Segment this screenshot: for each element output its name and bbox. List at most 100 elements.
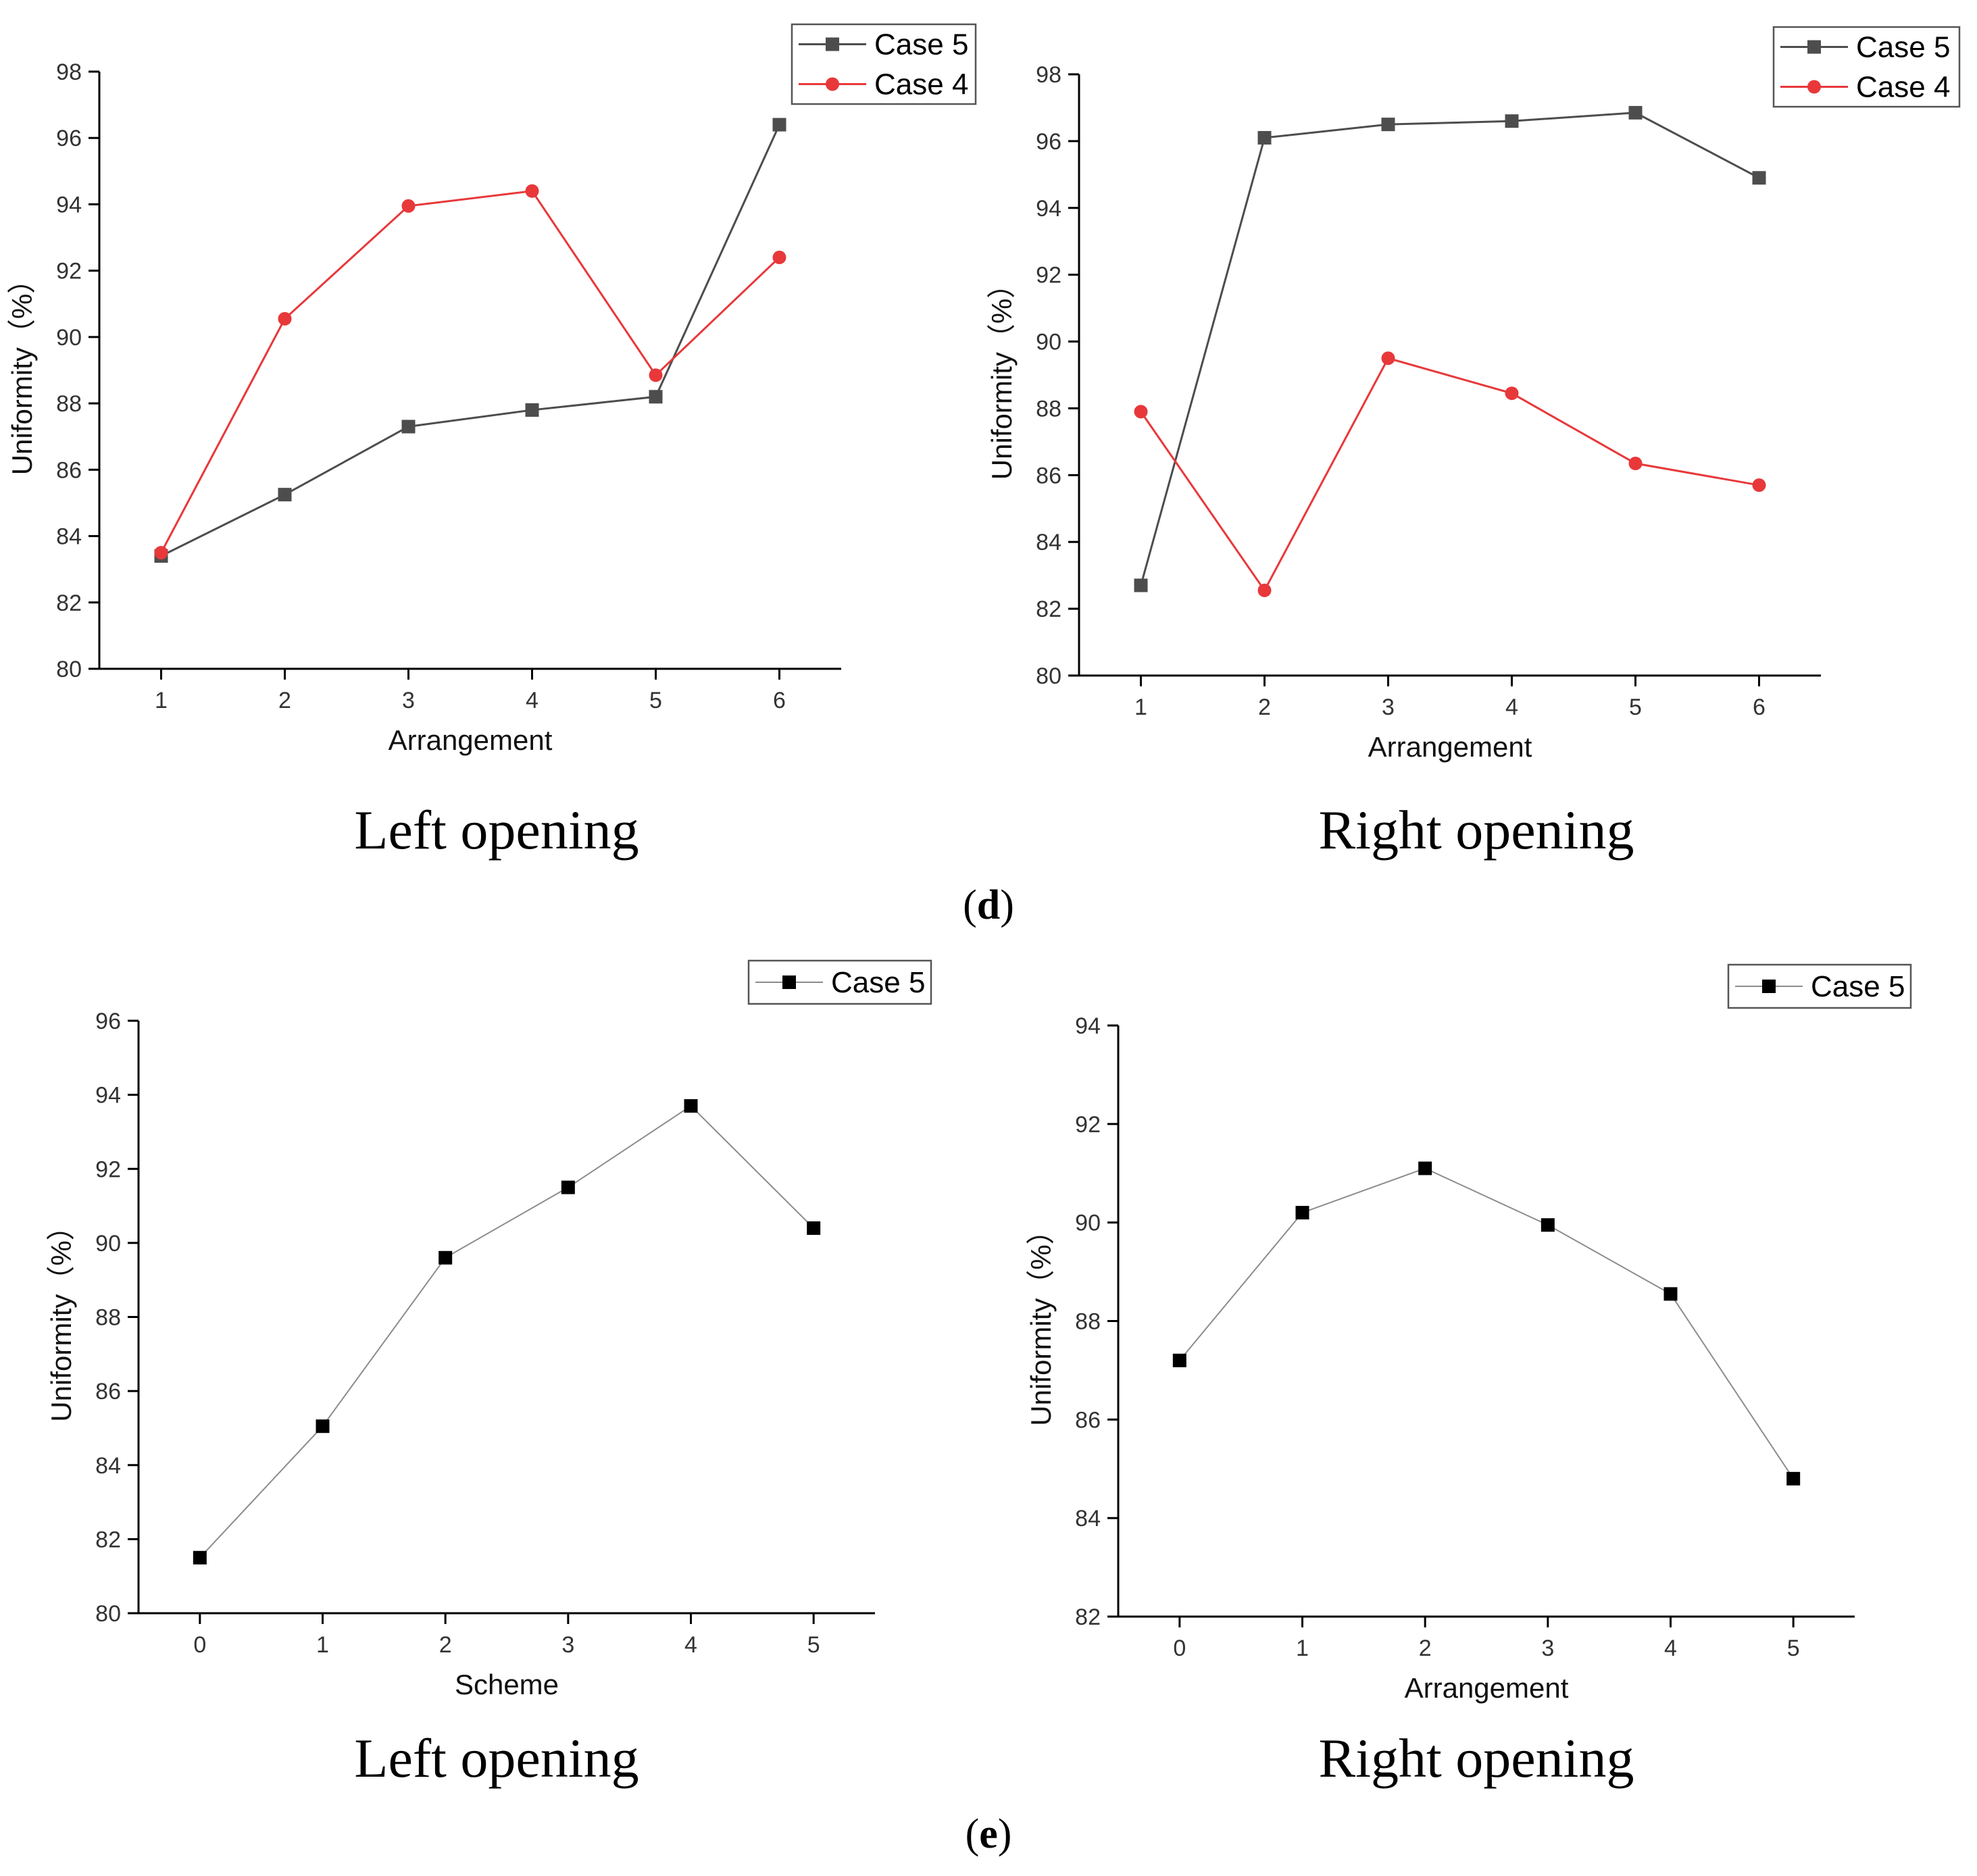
- y-tick-label: 82: [1075, 1604, 1101, 1630]
- x-tick-label: 5: [807, 1632, 820, 1658]
- chart-e-right: 82 84 86 88 90 92 94 0 1 2 3 4 5 Arrangement Uniformit…: [1025, 963, 1912, 1704]
- legend-marker: [826, 37, 839, 51]
- x-axis-title: Arrangement: [1368, 731, 1532, 763]
- data-point: [1541, 1218, 1555, 1232]
- data-point: [1134, 405, 1148, 419]
- legend: Case 5 Case 4: [791, 23, 977, 105]
- y-tick-label: 96: [1036, 129, 1061, 155]
- x-tick-label: 5: [1629, 694, 1642, 720]
- y-axis-title: Uniformity（%）: [6, 265, 38, 475]
- y-tick-label: 94: [1075, 1013, 1101, 1039]
- chart-d-right: 80 82 84 86 88 90 92 94 96 98 1 2 3 4 5 6 Arrangement Uni…: [986, 26, 1961, 763]
- x-tick-label: 0: [1173, 1636, 1186, 1661]
- legend-marker: [826, 77, 839, 91]
- legend-box: [1772, 26, 1961, 108]
- x-tick-label: 4: [1505, 694, 1518, 720]
- series-line: [1179, 1167, 1794, 1479]
- data-point: [525, 403, 539, 417]
- y-tick-label: 86: [1075, 1407, 1101, 1433]
- y-tick-label: 82: [1036, 597, 1061, 622]
- y-tick-label: 84: [1036, 530, 1061, 555]
- y-tick-label: 88: [95, 1305, 121, 1331]
- x-axis-title: Scheme: [455, 1669, 559, 1700]
- data-point: [1172, 1353, 1186, 1367]
- data-point: [1505, 114, 1519, 128]
- caption-e-right: Right opening: [1319, 1727, 1634, 1789]
- x-tick-label: 2: [1419, 1636, 1432, 1661]
- y-tick-label: 82: [95, 1527, 121, 1552]
- data-point: [561, 1180, 575, 1194]
- data-point: [1257, 583, 1272, 597]
- data-point: [1257, 130, 1272, 145]
- data-point: [1295, 1206, 1309, 1220]
- x-tick-label: 5: [1787, 1636, 1800, 1661]
- data-point: [1663, 1287, 1678, 1301]
- x-tick-label: 1: [316, 1632, 329, 1658]
- y-tick-label: 96: [56, 126, 82, 151]
- y-tick-label: 90: [1036, 330, 1061, 355]
- legend: Case 5: [747, 959, 932, 1005]
- chart-e-left: 80 82 84 86 88 90 92 94 96 0 1 2 3 4 5 Scheme Uniformity…: [45, 959, 932, 1700]
- data-point: [649, 368, 663, 382]
- y-tick-label: 80: [1036, 663, 1061, 689]
- y-tick-label: 88: [1036, 396, 1061, 422]
- legend-label: Case 5: [1856, 31, 1950, 64]
- x-tick-label: 3: [402, 688, 415, 713]
- legend-box: [791, 23, 977, 105]
- x-tick-label: 5: [649, 688, 662, 713]
- legend-marker: [782, 975, 796, 989]
- data-point: [1505, 386, 1519, 401]
- legend-label: Case 5: [831, 966, 925, 999]
- x-tick-label: 6: [1753, 694, 1766, 720]
- y-tick-label: 96: [95, 1009, 121, 1034]
- y-tick-label: 80: [95, 1601, 121, 1627]
- y-axis-title: Uniformity（%）: [45, 1212, 77, 1421]
- data-point: [1381, 351, 1395, 365]
- data-point: [1134, 578, 1148, 592]
- series-line: [160, 124, 780, 557]
- data-point: [772, 251, 786, 265]
- legend-label: Case 5: [874, 28, 968, 61]
- panel-label-d: (d): [963, 882, 1014, 928]
- legend-marker: [1807, 80, 1821, 94]
- data-point: [1786, 1471, 1801, 1486]
- legend-label: Case 4: [1856, 71, 1950, 104]
- data-point: [1752, 478, 1766, 492]
- caption-d-right: Right opening: [1319, 799, 1634, 861]
- series-line: [1140, 111, 1760, 586]
- x-tick-label: 0: [193, 1632, 206, 1658]
- y-tick-label: 98: [56, 59, 82, 85]
- data-point: [1628, 457, 1643, 471]
- y-tick-label: 88: [56, 391, 82, 417]
- x-tick-label: 1: [155, 688, 168, 713]
- data-point: [807, 1221, 821, 1235]
- y-tick-label: 86: [56, 457, 82, 483]
- x-axis-title: Arrangement: [1405, 1672, 1569, 1704]
- y-tick-label: 88: [1075, 1309, 1101, 1335]
- data-point: [684, 1099, 698, 1113]
- y-tick-label: 94: [95, 1083, 121, 1109]
- x-tick-label: 4: [684, 1632, 697, 1658]
- caption-d-left: Left opening: [354, 799, 639, 861]
- series-line: [199, 1105, 814, 1558]
- x-tick-label: 4: [526, 688, 539, 713]
- data-point: [1752, 171, 1766, 185]
- data-point: [772, 118, 786, 132]
- data-point: [316, 1419, 330, 1434]
- data-point: [1381, 118, 1395, 132]
- x-tick-label: 1: [1296, 1636, 1309, 1661]
- caption-e-left: Left opening: [354, 1727, 639, 1789]
- x-tick-label: 3: [561, 1632, 574, 1658]
- y-axis-title: Uniformity（%）: [986, 270, 1018, 480]
- chart-d-left: 80 82 84 86 88 90 92 94 96 98 1 2 3 4 5 6 Arrangement Uni…: [6, 23, 977, 756]
- data-point: [439, 1250, 453, 1265]
- y-tick-label: 98: [1036, 62, 1061, 88]
- y-tick-label: 92: [1036, 263, 1061, 288]
- x-tick-label: 3: [1541, 1636, 1554, 1661]
- y-tick-label: 84: [56, 524, 82, 550]
- x-tick-label: 1: [1134, 694, 1147, 720]
- x-tick-label: 2: [439, 1632, 452, 1658]
- y-tick-label: 94: [56, 192, 82, 218]
- legend-marker: [1762, 980, 1776, 993]
